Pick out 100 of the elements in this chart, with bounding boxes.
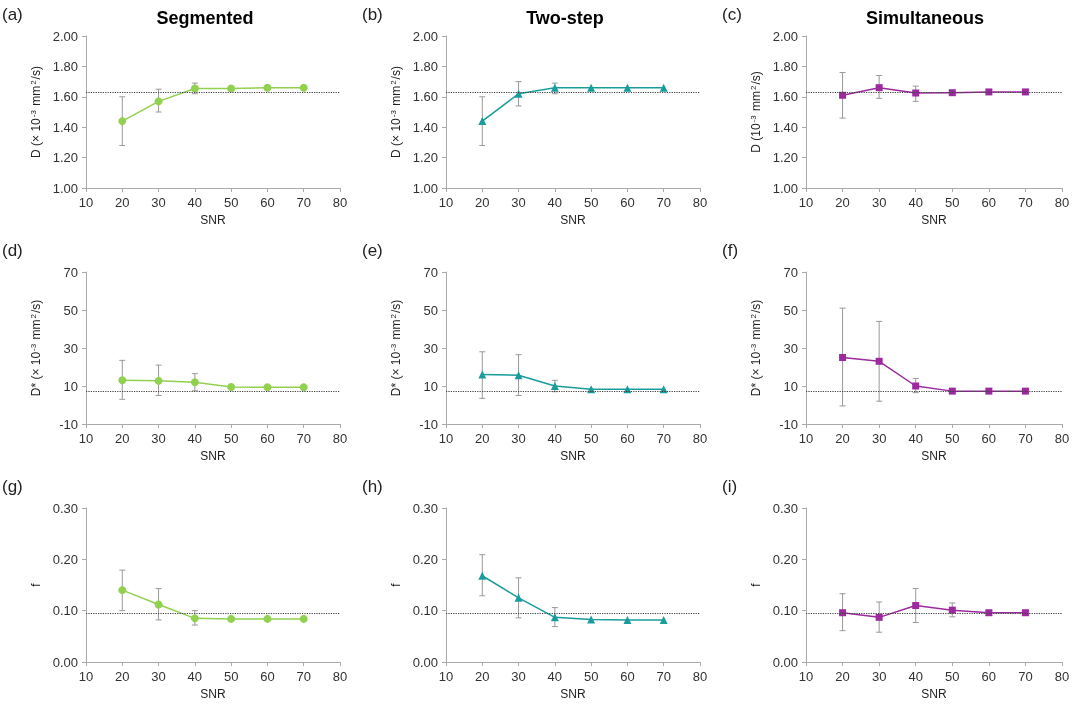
x-axis-title: SNR <box>560 448 586 463</box>
x-tick-label: 10 <box>78 669 94 684</box>
x-tick-label: 30 <box>151 669 166 684</box>
x-tick-label: 20 <box>115 195 130 210</box>
y-tick-label: 1.20 <box>52 150 78 166</box>
point <box>118 586 127 595</box>
y-axis-title: D (× 10-3 mm2/s) <box>388 66 403 158</box>
x-tick-label: 60 <box>260 195 275 210</box>
x-tick-label: 30 <box>151 195 166 210</box>
point <box>1021 387 1029 395</box>
point <box>839 354 847 361</box>
y-axis-title: D (× 10-3 mm2/s) <box>28 66 43 158</box>
y-tick-label: 0.00 <box>412 654 438 670</box>
y-tick-label: 10 <box>423 378 438 394</box>
point <box>263 383 272 392</box>
x-tick-label: 80 <box>692 431 708 446</box>
x-tick-label: 40 <box>187 431 203 446</box>
y-tick-label: 1.40 <box>52 119 78 135</box>
y-tick-label: 0.10 <box>412 603 438 619</box>
x-axis-title: SNR <box>921 686 947 701</box>
y-tick-label: 0.10 <box>772 603 798 619</box>
text: (i) <box>722 477 738 496</box>
point <box>514 89 523 98</box>
y-tick-label: 30 <box>63 340 78 356</box>
y-tick-label: 1.80 <box>52 58 78 74</box>
y-axis-title: D* (× 10-3 mm2/s) <box>28 299 43 397</box>
y-tick-label: 10 <box>783 378 798 394</box>
x-tick-label: 50 <box>583 669 599 684</box>
point <box>550 382 559 390</box>
x-tick-label: 10 <box>78 431 94 446</box>
y-axis-title: D* (× 10-3 mm2/s) <box>388 299 403 397</box>
point <box>623 83 632 92</box>
point <box>299 614 308 623</box>
point <box>478 571 487 580</box>
x-axis-title: SNR <box>200 448 226 463</box>
y-axis-title: D (10-3 mm2/s) <box>748 71 763 153</box>
x-tick-label: 20 <box>475 669 490 684</box>
x-tick-label: 80 <box>1054 669 1070 684</box>
x-tick-label: 70 <box>296 669 311 684</box>
y-tick-label: 1.20 <box>772 150 798 166</box>
point <box>154 376 163 385</box>
y-tick-label: 0.20 <box>772 551 798 567</box>
chart-title: Segmented <box>156 8 254 28</box>
x-tick-label: 80 <box>332 669 348 684</box>
x-tick-label: 70 <box>1018 669 1033 684</box>
x-tick-label: 70 <box>296 195 311 210</box>
y-tick-label: 70 <box>783 264 798 280</box>
point <box>299 83 308 92</box>
x-tick-label: 60 <box>260 669 275 684</box>
y-tick-label: -10 <box>419 416 438 432</box>
point <box>514 593 523 602</box>
x-tick-label: 80 <box>692 195 708 210</box>
point <box>154 97 163 106</box>
y-tick-label: 50 <box>423 302 438 318</box>
y-tick-label: 1.60 <box>412 89 438 105</box>
point <box>623 615 632 624</box>
text: (e) <box>362 241 383 260</box>
point <box>659 83 668 92</box>
x-tick-label: 50 <box>945 431 960 446</box>
y-tick-label: 1.60 <box>772 89 798 105</box>
x-tick-label: 60 <box>620 431 635 446</box>
y-tick-label: 1.00 <box>52 180 78 196</box>
y-axis-title: D* (× 10-3 mm2/s) <box>748 299 763 397</box>
text: (c) <box>722 5 742 24</box>
y-tick-label: 1.80 <box>772 58 798 74</box>
x-tick-label: 70 <box>656 669 671 684</box>
x-tick-label: 40 <box>547 431 563 446</box>
x-tick-label: 60 <box>620 195 635 210</box>
y-tick-label: 0.30 <box>412 500 438 516</box>
x-tick-label: 80 <box>332 431 348 446</box>
y-axis-title: f <box>388 582 403 587</box>
x-tick-label: 30 <box>511 669 526 684</box>
point <box>478 370 487 379</box>
point <box>190 378 199 387</box>
x-tick-label: 70 <box>1018 431 1033 446</box>
x-tick-label: 50 <box>223 669 239 684</box>
x-tick-label: 80 <box>332 195 348 210</box>
x-tick-label: 40 <box>187 195 203 210</box>
x-tick-label: 80 <box>1054 195 1070 210</box>
chart-title: Two-step <box>526 8 604 28</box>
y-tick-label: 0.20 <box>412 551 438 567</box>
y-tick-label: 1.40 <box>772 119 798 135</box>
x-axis-title: SNR <box>921 448 947 463</box>
x-tick-label: 20 <box>835 431 850 446</box>
y-tick-label: -10 <box>779 416 798 432</box>
point <box>227 84 236 93</box>
point <box>263 614 272 623</box>
x-tick-label: 70 <box>1018 195 1033 210</box>
x-tick-label: 60 <box>981 431 997 446</box>
text: (h) <box>362 477 383 496</box>
x-tick-label: 20 <box>475 431 490 446</box>
x-tick-label: 30 <box>511 195 526 210</box>
y-tick-label: 1.80 <box>412 58 438 74</box>
x-axis-title: SNR <box>560 686 586 701</box>
x-tick-label: 20 <box>835 669 850 684</box>
y-tick-label: 0.10 <box>52 603 78 619</box>
point <box>659 615 668 624</box>
x-tick-label: 10 <box>798 431 814 446</box>
y-tick-label: 0.30 <box>52 500 78 516</box>
x-axis-title: SNR <box>200 212 226 227</box>
